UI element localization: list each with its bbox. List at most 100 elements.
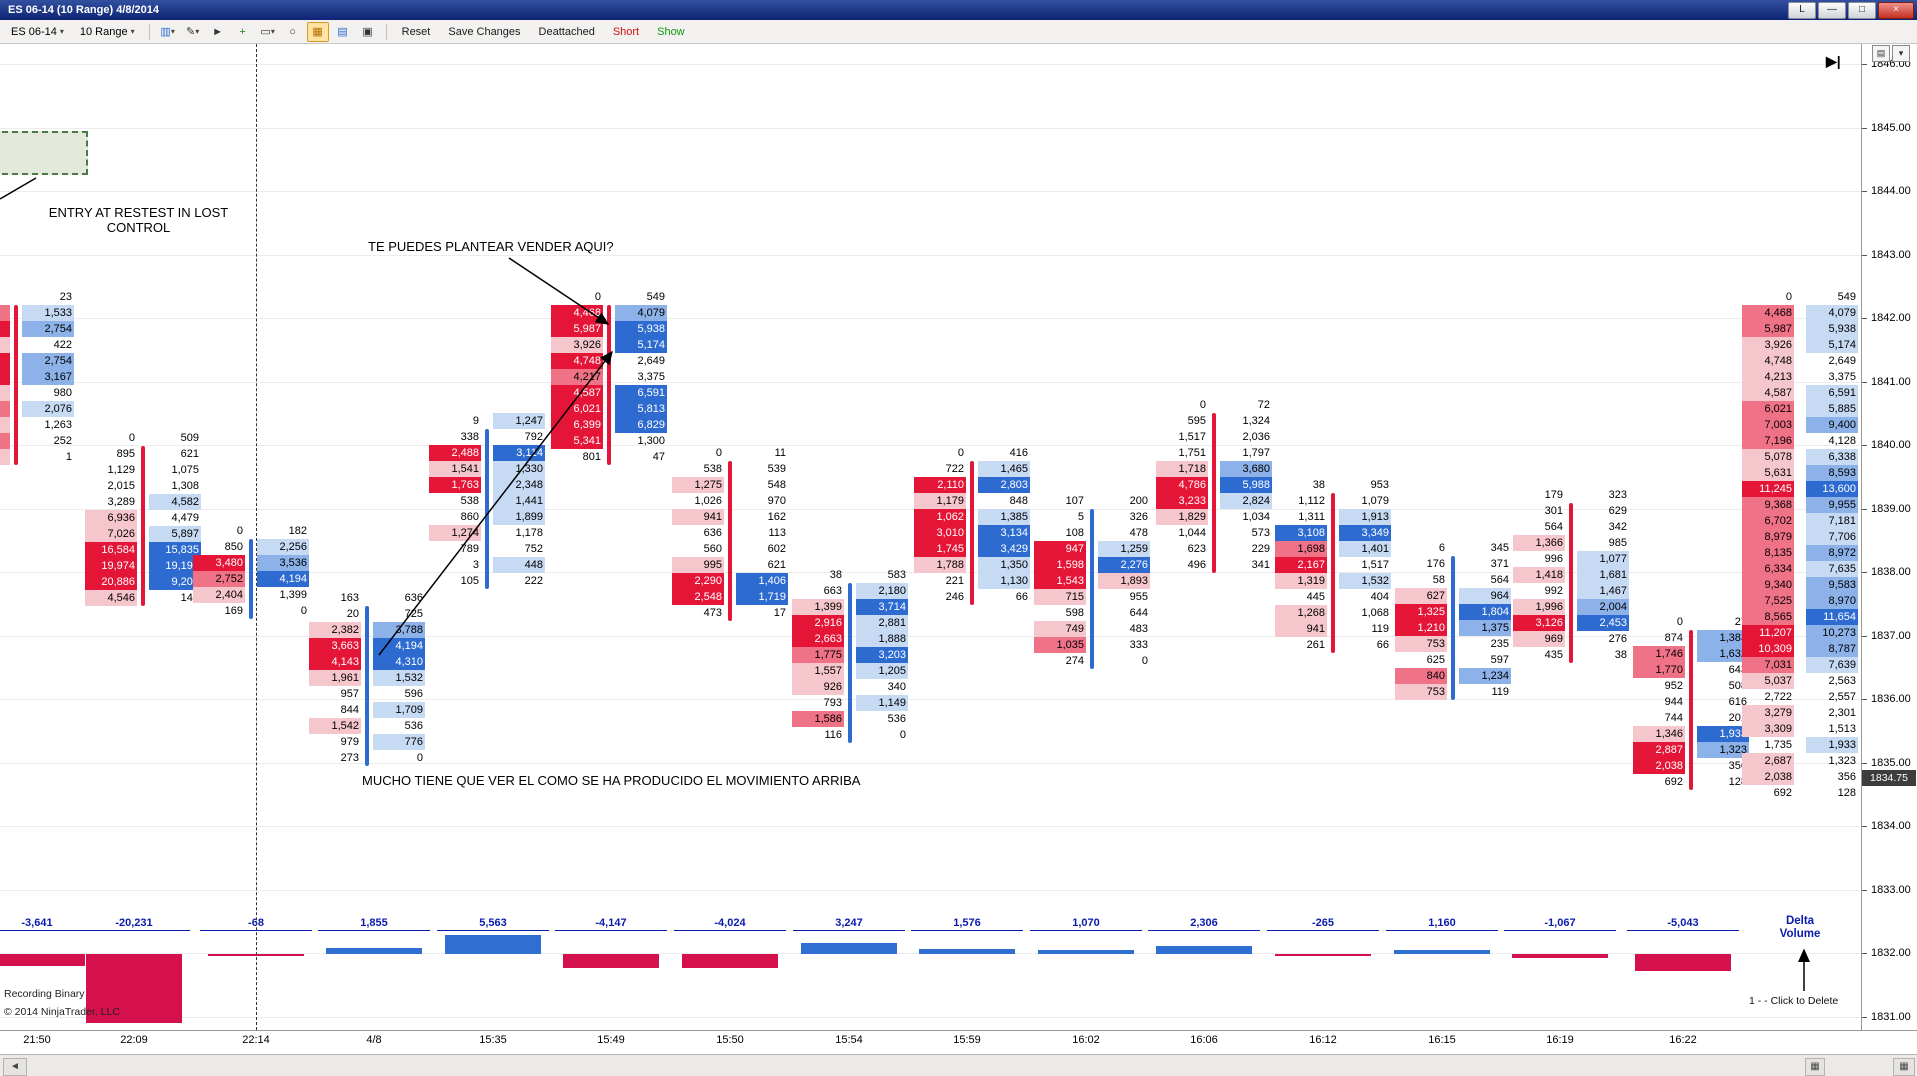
ask-cell: 333 (1129, 639, 1148, 651)
instrument-selector[interactable]: ES 06-14 ▾ (4, 23, 71, 41)
add-indicator-icon[interactable]: + (239, 25, 246, 38)
ask-cell: 1,804 (1459, 604, 1511, 620)
price-axis-label: 1843.00 (1871, 248, 1911, 261)
reset-button[interactable]: Reset (401, 25, 431, 38)
footprint-row: 850 2,256 (193, 539, 309, 555)
minimize-button[interactable]: — (1818, 2, 1846, 19)
delta-bar (801, 943, 897, 954)
save-changes-button[interactable]: Save Changes (448, 25, 521, 38)
bid-cell: 1,775 (792, 647, 844, 663)
ask-cell: 229 (1251, 543, 1270, 555)
delta-value: 1,070 (1030, 917, 1142, 931)
drawing-tools-icon[interactable]: ✎ ▾ (186, 26, 200, 38)
footprint-row: 16,584 15,835 (85, 542, 201, 558)
bid-cell: 2,548 (672, 589, 724, 605)
bid-cell: 19,974 (85, 558, 137, 574)
ask-cell: 621 (180, 448, 199, 460)
ask-cell: 2,036 (1242, 431, 1270, 443)
resize-grip[interactable]: ▦ (1893, 1058, 1915, 1076)
footprint-row: 7,031 7,639 (1742, 657, 1858, 673)
ask-cell: 38 (1614, 649, 1627, 661)
bid-cell: 860 (460, 511, 479, 523)
bid-cell: 105 (460, 575, 479, 587)
chevron-down-icon: ▾ (170, 27, 175, 36)
ask-cell: 3,429 (978, 541, 1030, 557)
maximize-button[interactable]: □ (1848, 2, 1876, 19)
ask-cell: 1,263 (44, 419, 72, 431)
price-axis-label: 1839.00 (1871, 502, 1911, 515)
footprint-row: 2,687 1,323 (1742, 753, 1858, 769)
axis-properties-icon[interactable]: ▤ (1872, 45, 1890, 62)
ask-cell: 4,079 (1806, 305, 1858, 321)
deattached-button[interactable]: Deattached (538, 25, 595, 38)
candle-line (1569, 503, 1573, 663)
delta-value: 2,306 (1148, 917, 1260, 931)
bid-cell: 5,341 (551, 433, 603, 449)
footprint-row: 1,044 573 (1156, 525, 1272, 541)
time-axis-label: 16:19 (1546, 1034, 1574, 1046)
time-axis-label: 15:49 (597, 1034, 625, 1046)
bid-cell: 3,126 (1513, 615, 1565, 631)
bid-cell: 38 (829, 569, 842, 581)
bid-cell: 1,179 (914, 493, 966, 509)
footprint-row: 2,015 1,308 (85, 478, 201, 494)
pointer-icon[interactable]: ► (212, 25, 224, 38)
ask-cell: 1,517 (1361, 559, 1389, 571)
go-to-end-icon[interactable]: ▶| (1826, 53, 1841, 69)
panel-grid-button[interactable]: ▦ (1805, 1058, 1825, 1076)
close-button[interactable]: × (1878, 2, 1914, 19)
price-tick (1861, 572, 1867, 573)
bid-cell: 0 (128, 432, 135, 444)
link-button[interactable]: L (1788, 2, 1816, 19)
price-gridline (0, 64, 1861, 65)
footprint-view-icon[interactable]: ▦ (306, 21, 329, 42)
bid-cell: 0 (957, 447, 964, 459)
footprint-row: 692 128 (1742, 785, 1858, 801)
bid-cell: 957 (340, 688, 359, 700)
bid-cell: 3,289 (107, 496, 135, 508)
region-icon[interactable]: ▭ ▾ (260, 26, 275, 38)
title-bar: ES 06-14 (10 Range) 4/8/2014 L — □ × (0, 0, 1917, 20)
short-button[interactable]: Short (612, 25, 640, 38)
bid-cell: 753 (1395, 684, 1447, 700)
ask-cell: 0 (300, 605, 307, 617)
footprint-row: 2,404 1,399 (193, 587, 309, 603)
chart-style-icon[interactable]: ▥ ▾ (160, 26, 175, 38)
show-button[interactable]: Show (657, 25, 685, 38)
axis-dropdown-icon[interactable]: ▾ (1892, 45, 1910, 62)
bid-cell: 595 (1187, 415, 1206, 427)
footprint-row: 1,598 2,276 (1034, 557, 1150, 573)
ask-cell: 1,933 (1697, 726, 1749, 742)
bid-cell: 221 (945, 575, 964, 587)
price-tick (1861, 64, 1867, 65)
ask-cell: 162 (767, 511, 786, 523)
footprint-row: 2,663 1,888 (792, 631, 908, 647)
bid-cell: 108 (1065, 527, 1084, 539)
volume-view-icon[interactable]: ▤ (337, 26, 348, 38)
ask-cell: 1,401 (1339, 541, 1391, 557)
ask-cell: 4,128 (1828, 435, 1856, 447)
footprint-row: 2,754 (0, 353, 74, 369)
footprint-row: 874 1,383 (1633, 630, 1749, 646)
ask-cell: 478 (1129, 527, 1148, 539)
panel-icon[interactable]: ▣ (362, 26, 373, 38)
ask-cell: 7,706 (1806, 529, 1858, 545)
bid-cell: 722 (945, 463, 964, 475)
ask-cell: 1,899 (493, 509, 545, 525)
period-selector[interactable]: 10 Range ▾ (73, 23, 142, 41)
bid-cell: 1,399 (792, 599, 844, 615)
ask-cell: 17 (773, 607, 786, 619)
bid-cell: 1,319 (1275, 573, 1327, 589)
scroll-left-button[interactable]: ◄ (3, 1058, 27, 1076)
price-gridline (0, 826, 1861, 827)
bid-cell: 8,565 (1742, 609, 1794, 625)
zoom-icon[interactable]: ○ (289, 25, 296, 38)
instrument-label: ES 06-14 (11, 25, 57, 38)
bid-cell: 445 (1306, 591, 1325, 603)
bid-cell: 1,746 (1633, 646, 1685, 662)
price-axis-label: 1835.00 (1871, 756, 1911, 769)
bid-cell: 1,543 (1034, 573, 1086, 589)
candle-line (14, 305, 18, 465)
ask-cell: 1,893 (1098, 573, 1150, 589)
